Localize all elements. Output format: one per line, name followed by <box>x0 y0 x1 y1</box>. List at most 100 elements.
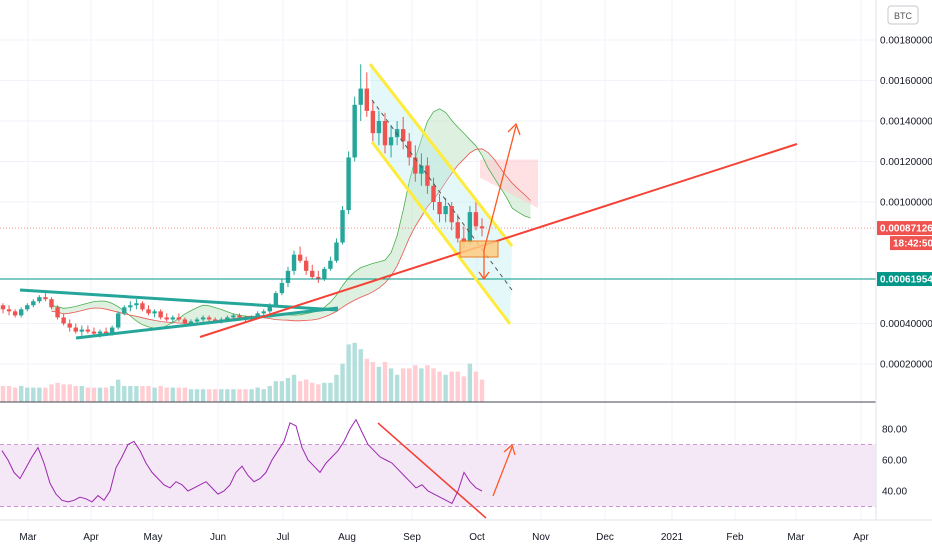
candle-body <box>85 329 91 332</box>
candle-body <box>109 327 115 334</box>
triangle-lower-line <box>75 306 339 340</box>
volume-bar <box>467 363 473 402</box>
candle-body <box>267 305 272 312</box>
rsi-arrow-head <box>503 443 516 456</box>
volume-bar <box>334 374 339 402</box>
volume-bar <box>437 371 442 402</box>
volume-bar <box>213 389 218 402</box>
candle-body <box>122 307 127 314</box>
candle-body <box>419 165 424 174</box>
time-tick-label: Apr <box>853 532 869 543</box>
candle-body <box>303 260 309 271</box>
candle-body <box>388 137 394 146</box>
volume-bar <box>249 389 254 402</box>
ichimoku-cloud-green <box>51 108 531 329</box>
current-price-label: 0.00087126 <box>880 224 932 235</box>
candle-body <box>31 301 36 306</box>
rsi-tick-label: 40.00 <box>882 487 907 498</box>
candle-body <box>407 141 412 158</box>
candle-body <box>455 222 460 239</box>
triangle-upper-line <box>19 288 339 312</box>
rsi-axis[interactable]: 80.00 60.00 40.00 <box>882 425 907 498</box>
volume-bar <box>73 386 78 402</box>
candle-body <box>6 309 12 312</box>
price-tick-label: 0.00100000 <box>880 198 932 209</box>
candle-body <box>237 315 242 318</box>
channel-upper-line <box>368 63 514 247</box>
volume-bar <box>255 387 260 402</box>
candle-body <box>346 157 351 211</box>
ichimoku-cloud-red <box>480 159 538 209</box>
volume-bar <box>43 387 48 402</box>
candle-body <box>158 311 163 318</box>
volume-bar <box>188 389 194 402</box>
candle-body <box>170 317 175 320</box>
candle-body <box>146 309 151 314</box>
candle-body <box>213 319 218 322</box>
volume-bar <box>261 389 266 402</box>
candle-body <box>316 276 321 279</box>
volume-bar <box>455 371 460 402</box>
volume-bar <box>413 365 418 402</box>
volume-bar <box>116 379 121 402</box>
price-tick-label: 0.00020000 <box>880 360 932 371</box>
volume-bar <box>182 387 188 402</box>
candle-body <box>231 315 236 318</box>
volume-bar <box>243 389 248 402</box>
volume-bar <box>267 386 272 402</box>
candle-body <box>140 303 145 310</box>
candle-body <box>479 226 485 229</box>
time-tick-label: Aug <box>338 532 356 543</box>
candle-body <box>297 254 303 261</box>
candle-body <box>73 327 78 332</box>
candle-body <box>279 283 285 294</box>
candle-body <box>152 311 157 314</box>
currency-badge[interactable]: BTC <box>887 5 919 25</box>
rsi-line <box>1 418 483 505</box>
level-price-tag: 0.00061954 <box>877 272 932 287</box>
candle-body <box>352 104 357 158</box>
time-tick-label: May <box>144 532 163 543</box>
volume-bars <box>0 342 485 402</box>
volume-bar <box>225 389 230 402</box>
volume-bar <box>67 384 72 402</box>
volume-bar <box>285 378 291 402</box>
volume-bar <box>194 389 200 402</box>
candle-body <box>49 299 54 308</box>
time-axis[interactable]: Mar Apr May Jun Jul Aug Sep Oct Nov Dec 2021 Feb Mar… <box>19 532 869 543</box>
volume-bar <box>91 387 97 402</box>
rsi-arrow-line <box>492 446 513 497</box>
bullish-arrow-head <box>507 122 521 136</box>
chart-drawings <box>19 63 798 519</box>
entry-zone-box <box>459 240 499 258</box>
volume-bar <box>273 381 279 402</box>
volume-bar <box>473 371 479 402</box>
volume-bar <box>237 389 242 402</box>
volume-bar <box>376 366 382 402</box>
volume-bar <box>79 386 85 402</box>
time-tick-label: Oct <box>469 532 485 543</box>
time-tick-label: Mar <box>787 532 805 543</box>
volume-bar <box>206 389 212 402</box>
candle-body <box>431 185 436 202</box>
price-grid <box>0 0 876 520</box>
candle-body <box>91 331 97 334</box>
volume-bar <box>431 368 436 402</box>
volume-bar <box>346 344 351 402</box>
time-tick-label: Dec <box>596 532 614 543</box>
bearish-arrow-head <box>478 271 490 281</box>
volume-bar <box>25 387 30 402</box>
candle-body <box>0 305 6 310</box>
price-axis[interactable]: 0.00180000 0.00160000 0.00140000 0.00120000… <box>880 36 932 371</box>
candle-body <box>400 129 406 142</box>
candle-body <box>206 317 212 320</box>
candle-body <box>103 331 109 334</box>
volume-bar <box>219 389 224 402</box>
volume-bar <box>152 387 157 402</box>
candle-body <box>285 270 291 283</box>
candle-body <box>25 305 30 310</box>
volume-bar <box>6 386 12 402</box>
volume-bar <box>170 387 175 402</box>
candle-body <box>340 210 345 243</box>
